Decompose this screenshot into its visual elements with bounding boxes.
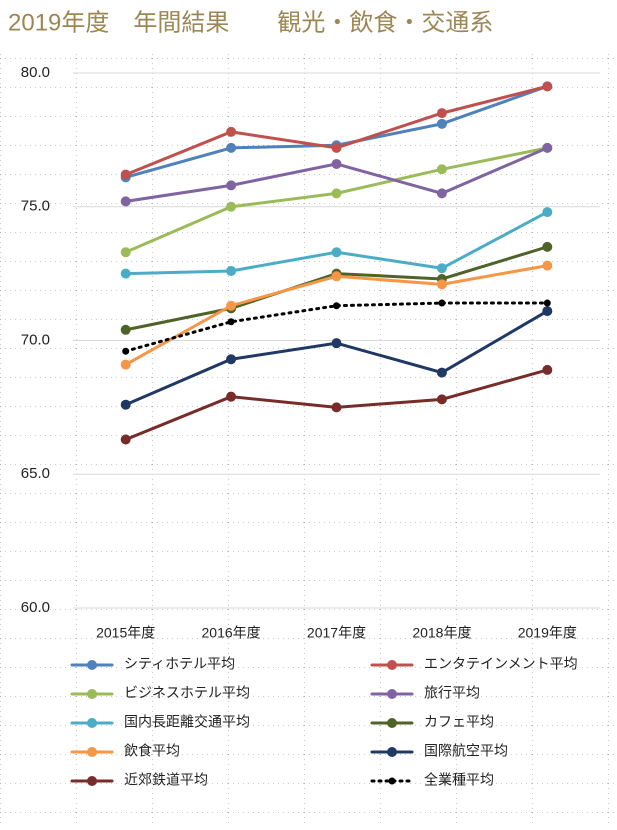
legend-label: カフェ平均 — [424, 714, 494, 730]
legend-label: 近郊鉄道平均 — [124, 772, 208, 788]
x-tick-label: 2015年度 — [96, 625, 155, 641]
marker — [436, 394, 447, 405]
marker — [436, 188, 447, 199]
marker — [542, 306, 553, 317]
marker — [120, 324, 131, 335]
x-tick-label: 2017年度 — [307, 625, 366, 641]
marker — [226, 391, 237, 402]
y-tick-label: 80.0 — [21, 64, 50, 81]
marker — [226, 265, 237, 276]
legend-marker — [387, 718, 397, 728]
marker — [120, 359, 131, 370]
marker — [226, 180, 237, 191]
legend-marker — [387, 747, 397, 757]
marker — [120, 268, 131, 279]
marker — [331, 247, 342, 258]
marker — [333, 302, 340, 310]
legend-label: 旅行平均 — [424, 685, 480, 701]
marker — [226, 126, 237, 137]
legend-marker — [87, 747, 97, 757]
marker — [542, 364, 553, 375]
title-band — [0, 0, 617, 50]
marker — [120, 196, 131, 207]
chart-title: 2019年度 年間結果 観光・飲食・交通系 — [8, 9, 493, 36]
y-tick-label: 60.0 — [21, 599, 50, 616]
legend-label: 全業種平均 — [424, 772, 494, 788]
marker — [436, 118, 447, 129]
marker — [122, 347, 130, 355]
legend-label: ビジネスホテル平均 — [124, 685, 250, 701]
x-tick-label: 2016年度 — [202, 625, 261, 641]
marker — [436, 263, 447, 274]
marker — [542, 81, 553, 92]
marker — [542, 207, 553, 218]
y-tick-label: 75.0 — [21, 198, 50, 215]
legend-marker — [387, 689, 397, 699]
y-tick-label: 65.0 — [21, 465, 50, 482]
legend-label: エンタテインメント平均 — [424, 656, 578, 672]
marker — [226, 300, 237, 311]
marker — [226, 201, 237, 212]
legend-marker — [388, 777, 396, 785]
marker — [436, 108, 447, 119]
marker — [331, 142, 342, 153]
marker — [436, 164, 447, 175]
x-tick-label: 2019年度 — [518, 625, 577, 641]
legend-label: シティホテル平均 — [124, 656, 235, 672]
marker — [331, 158, 342, 169]
marker — [331, 402, 342, 413]
marker — [331, 271, 342, 282]
marker — [120, 399, 131, 410]
marker — [226, 142, 237, 153]
marker — [436, 367, 447, 378]
legend-label: 国内長距離交通平均 — [124, 714, 250, 730]
marker — [120, 169, 131, 180]
legend-label: 飲食平均 — [124, 743, 180, 759]
legend-marker — [87, 776, 97, 786]
marker — [120, 434, 131, 445]
marker — [331, 338, 342, 349]
marker — [542, 260, 553, 271]
legend-label: 国際航空平均 — [424, 743, 508, 759]
legend-marker — [87, 718, 97, 728]
marker — [543, 299, 551, 307]
marker — [542, 241, 553, 252]
marker — [438, 299, 446, 307]
legend-marker — [87, 689, 97, 699]
marker — [331, 188, 342, 199]
marker — [120, 247, 131, 258]
marker — [226, 354, 237, 365]
marker — [436, 279, 447, 290]
legend-marker — [87, 660, 97, 670]
marker — [227, 318, 235, 326]
y-tick-label: 70.0 — [21, 331, 50, 348]
x-tick-label: 2018年度 — [412, 625, 471, 641]
legend-marker — [387, 660, 397, 670]
marker — [542, 142, 553, 153]
